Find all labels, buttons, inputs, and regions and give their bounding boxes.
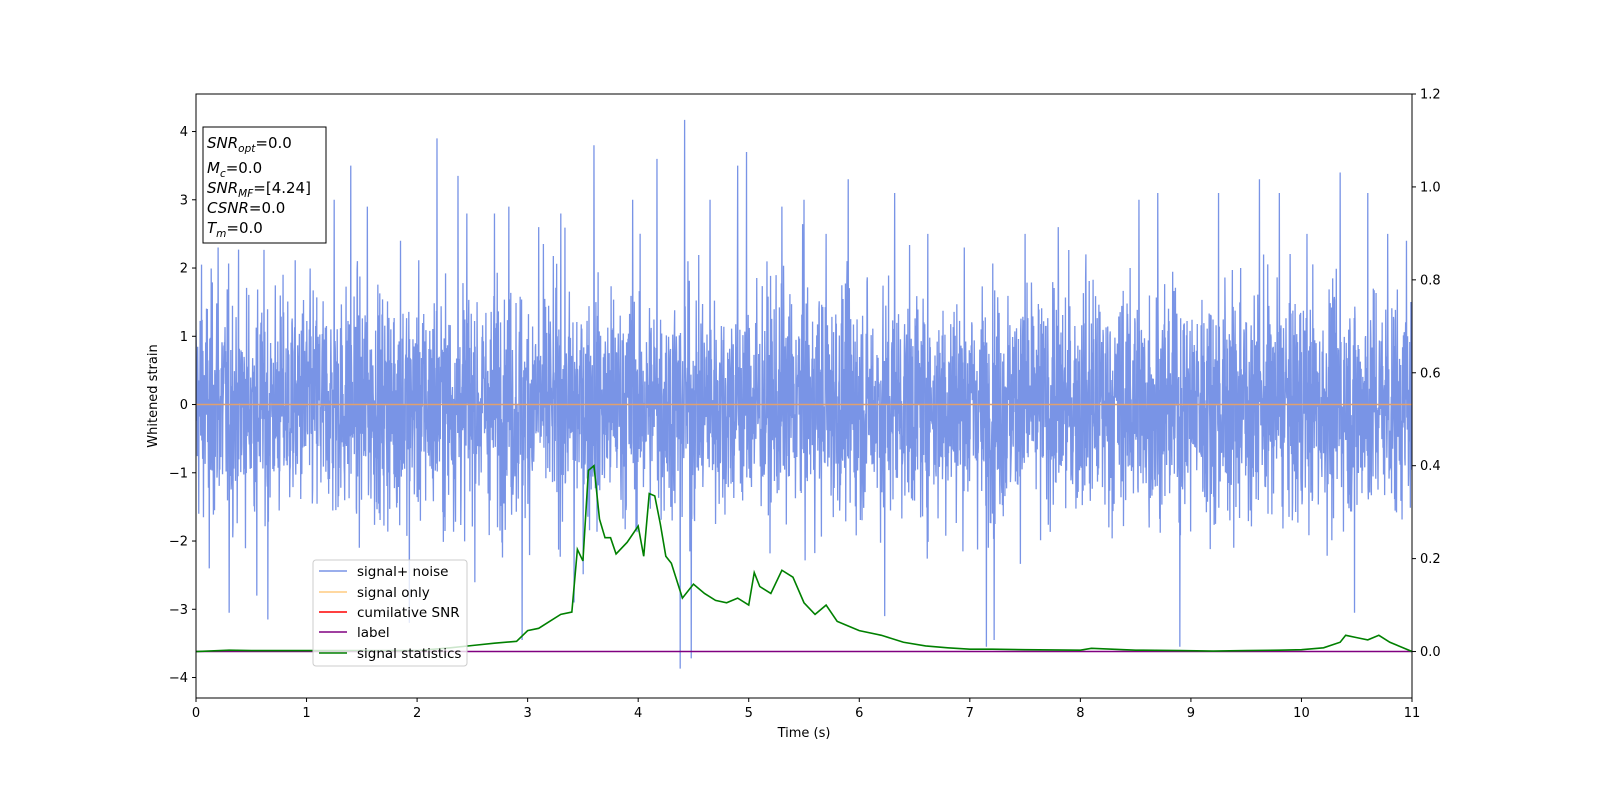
y2-tick-label: 0.4 — [1420, 459, 1441, 474]
signal-noise-line — [196, 119, 1412, 669]
legend-label: signal only — [357, 585, 430, 601]
x-tick-label: 3 — [523, 706, 531, 721]
legend-item-label: label — [319, 625, 390, 641]
info-snr-opt: SNRopt=0.0 — [207, 134, 292, 155]
legend-label: signal statistics — [357, 646, 461, 662]
plot-frame — [195, 93, 1413, 699]
y-tick-label: −3 — [169, 603, 188, 618]
y-axis-label: Whitened strain — [146, 344, 161, 447]
x-tick-label: 7 — [966, 706, 974, 721]
y-tick-label: 1 — [180, 330, 188, 345]
y-tick-label: −2 — [169, 535, 188, 550]
legend-frame — [312, 559, 468, 667]
y-tick-label: 0 — [180, 398, 188, 413]
x-tick-label: 6 — [855, 706, 863, 721]
x-tick-label: 1 — [302, 706, 310, 721]
legend-item-signal-only: signal only — [319, 585, 430, 601]
signal-statistics-line — [196, 464, 1412, 653]
y-tick-label: 4 — [180, 125, 188, 140]
legend-item-signal-statistics: signal statistics — [319, 646, 461, 662]
signal-noise-series — [196, 119, 1412, 669]
x-tick-label: 10 — [1293, 706, 1310, 721]
x-tick-label: 0 — [192, 706, 200, 721]
x-tick-label: 9 — [1187, 706, 1195, 721]
y2-tick-label: 0.2 — [1420, 552, 1441, 567]
x-tick-label: 4 — [634, 706, 642, 721]
info-csnr: CSNR=0.0 — [207, 199, 285, 217]
x-axis-label: Time (s) — [777, 726, 831, 741]
y2-tick-label: 0.6 — [1420, 366, 1441, 381]
axis-ticks: 0 1 2 3 4 5 6 7 8 9 10 11 −4 −3 −2 −1 0 1 2 3 4 0.0 0.2 0.4 0.6 0… — [169, 88, 1441, 722]
legend-label: signal+ noise — [357, 564, 448, 580]
info-box-frame — [202, 126, 327, 244]
legend-label: label — [357, 625, 390, 641]
legend: signal+ noise signal only cumilative SNR… — [312, 559, 468, 667]
info-snr-mf: SNRMF=[4.24] — [207, 179, 311, 200]
legend-label: cumilative SNR — [357, 605, 460, 621]
x-tick-label: 11 — [1404, 706, 1421, 721]
x-tick-label: 8 — [1076, 706, 1084, 721]
y-tick-label: −4 — [169, 671, 188, 686]
info-mc: Mc=0.0 — [207, 159, 262, 180]
y2-tick-label: 1.0 — [1420, 180, 1441, 195]
y2-tick-label: 1.2 — [1420, 88, 1441, 103]
x-tick-label: 5 — [745, 706, 753, 721]
legend-item-cumulative-snr: cumilative SNR — [319, 605, 460, 621]
legend-item-signal-noise: signal+ noise — [319, 564, 448, 580]
y-tick-label: −1 — [169, 466, 188, 481]
info-box: SNRopt=0.0 Mc=0.0 SNRMF=[4.24] CSNR=0.0 … — [202, 126, 327, 244]
x-tick-label: 2 — [413, 706, 421, 721]
y-tick-label: 2 — [180, 262, 188, 277]
y2-tick-label: 0.0 — [1420, 645, 1441, 660]
y-tick-label: 3 — [180, 193, 188, 208]
info-tm: Tm=0.0 — [207, 219, 263, 240]
y2-tick-label: 0.8 — [1420, 273, 1441, 288]
